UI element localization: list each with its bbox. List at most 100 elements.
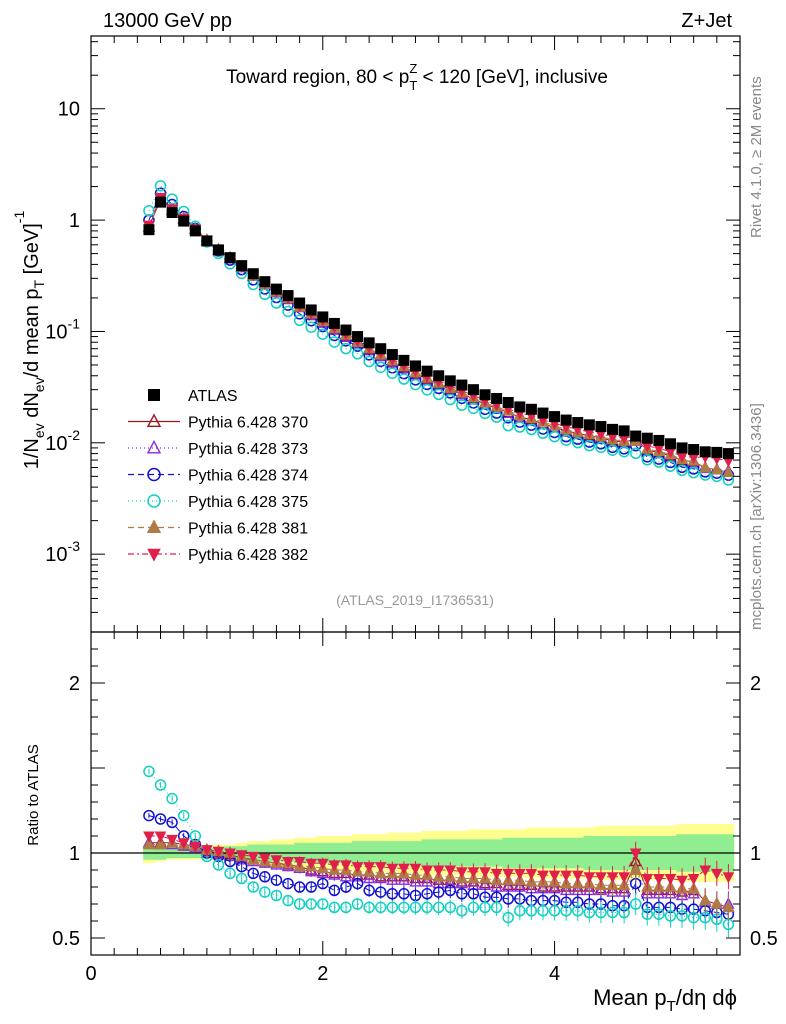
- ratio-point: [177, 838, 190, 850]
- ratio-point: [363, 901, 375, 914]
- ratio-series-line: [148, 835, 729, 881]
- data-point-atlas: [212, 244, 224, 256]
- ratio-point: [444, 865, 457, 877]
- ratio-point: [189, 841, 202, 853]
- x-tick-label: 0: [85, 963, 96, 985]
- data-point: [456, 399, 468, 411]
- ratio-point: [398, 863, 410, 875]
- data-point-atlas: [270, 283, 282, 295]
- ratio-point: [710, 868, 723, 880]
- data-point-atlas: [398, 354, 410, 366]
- data-point: [653, 456, 665, 468]
- ratio-point: [606, 872, 619, 884]
- data-point-atlas: [630, 430, 642, 442]
- ratio-point: [398, 901, 410, 914]
- data-point-atlas: [456, 379, 468, 391]
- ratio-point: [629, 848, 642, 860]
- ratio-point: [641, 908, 654, 920]
- ratio-point: [351, 862, 364, 874]
- ratio-point: [363, 884, 375, 897]
- data-point-atlas: [502, 397, 514, 409]
- ylabel-part: [GeV]: [21, 223, 43, 280]
- ratio-point: [154, 831, 167, 843]
- ratio-point: [664, 874, 677, 886]
- data-point: [421, 384, 433, 396]
- ratio-point: [490, 901, 503, 914]
- ratio-point: [409, 863, 422, 875]
- y-tick-label: 10-3: [45, 538, 80, 566]
- data-point: [572, 436, 584, 449]
- data-point-atlas: [525, 403, 537, 415]
- ratio-point: [467, 888, 480, 900]
- xlabel-post: /dη dϕ: [676, 985, 737, 1010]
- series-375: [143, 180, 735, 486]
- data-point-atlas: [178, 215, 190, 227]
- ratio-point: [629, 862, 642, 875]
- data-point-atlas: [514, 401, 526, 413]
- ratio-point: [386, 901, 399, 914]
- ratio-point: [177, 809, 190, 822]
- data-point: [537, 427, 549, 439]
- data-point-atlas: [189, 225, 201, 237]
- ratio-point: [328, 860, 341, 872]
- legend-item: ATLAS: [148, 388, 238, 405]
- ratio-point: [397, 873, 411, 885]
- data-point-atlas: [688, 444, 700, 456]
- ratio-point: [247, 867, 259, 880]
- ratio-point: [490, 868, 503, 880]
- legend-label: ATLAS: [188, 388, 238, 405]
- legend-marker: [147, 548, 161, 562]
- legend-item: Pythia 6.428 382: [128, 547, 308, 564]
- data-point: [328, 336, 341, 348]
- y-axis-label: 1/Nev dNev/d mean pT [GeV]-1: [11, 211, 47, 470]
- data-point: [710, 462, 723, 475]
- ratio-point: [305, 881, 317, 893]
- data-point: [386, 367, 399, 379]
- data-point-atlas: [433, 370, 445, 382]
- ratio-point: [548, 905, 561, 917]
- ratio-point: [653, 908, 665, 920]
- ratio-point: [224, 848, 236, 860]
- ratio-point: [154, 813, 167, 825]
- ratio-point: [595, 872, 607, 884]
- ratio-point: [525, 868, 538, 880]
- ratio-plot-area: 0 2 4 0.5 0.5 1 1 2 2: [52, 631, 778, 985]
- ratio-point: [432, 865, 445, 877]
- ratio-point: [537, 870, 549, 882]
- ratio-point: [687, 874, 700, 886]
- ratio-point: [676, 910, 688, 922]
- data-point: [490, 411, 503, 423]
- data-point-atlas: [282, 290, 294, 302]
- y-tick-base: 10: [45, 544, 67, 566]
- ratio-point: [143, 765, 155, 778]
- legend-marker: [146, 519, 162, 533]
- ratio-point: [479, 901, 491, 914]
- ratio-point: [537, 905, 549, 917]
- ratio-point: [259, 853, 271, 865]
- data-point: [722, 465, 735, 477]
- data-point: [641, 454, 654, 466]
- legend: ATLAS Pythia 6.428 370 Pythia 6.428 373 Pyt…: [128, 388, 308, 564]
- data-point: [479, 407, 491, 420]
- ratio-point: [398, 888, 410, 900]
- ratio-point: [421, 888, 433, 900]
- data-point: [398, 373, 410, 385]
- data-point-atlas: [664, 438, 676, 450]
- y-tick-base: 10: [45, 321, 67, 343]
- ratio-point: [653, 874, 665, 886]
- ratio-point: [235, 860, 248, 873]
- ratio-point: [328, 884, 341, 897]
- ratio-point: [374, 886, 387, 898]
- ratio-point: [583, 872, 596, 884]
- ratio-point: [456, 888, 468, 900]
- data-point: [606, 444, 619, 456]
- legend-label: Pythia 6.428 375: [188, 494, 308, 511]
- ratio-point: [664, 910, 677, 922]
- data-point-atlas: [653, 434, 665, 446]
- title-sup: Z: [409, 61, 417, 76]
- ratio-point: [421, 865, 433, 877]
- data-point: [340, 342, 352, 355]
- ratio-point: [572, 905, 584, 917]
- legend-label: Pythia 6.428 373: [188, 441, 308, 458]
- ylabel-part: 1/N: [21, 438, 43, 469]
